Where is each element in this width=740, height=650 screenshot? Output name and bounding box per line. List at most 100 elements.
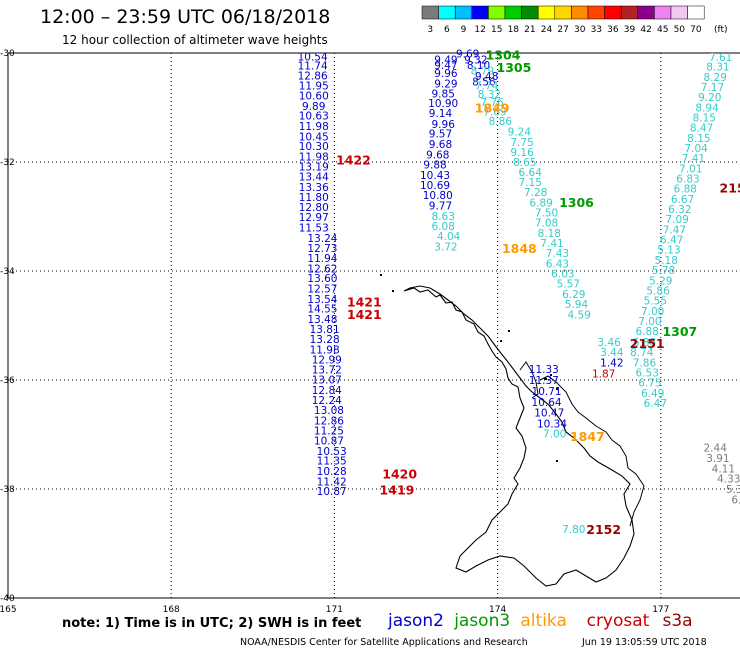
swh-value-label: 9.47 [434, 60, 457, 72]
legend-swatch [620, 5, 639, 20]
swh-value-label: 9.96 [434, 68, 458, 80]
swh-value-label: 3.46 [597, 337, 621, 349]
swh-value-label: 11.25 [314, 426, 344, 438]
swh-value-label: 4.59 [568, 310, 591, 322]
swh-value-label: 2.44 [704, 443, 728, 455]
swh-value-label: 7.43 [546, 248, 569, 260]
swh-value-label: 8.31 [706, 62, 729, 74]
swh-value-label: 5.29 [649, 275, 672, 287]
satellite-label: s3a [663, 611, 693, 631]
swh-value-label: 6.03 [551, 269, 574, 281]
legend-label: 36 [607, 25, 619, 35]
swh-value-label: 6.88 [636, 326, 659, 338]
chart-title: 12:00 – 23:59 UTC 06/18/2018 [40, 6, 331, 28]
swh-value-label: 7.41 [682, 153, 705, 165]
swh-value-label: 8.47 [690, 123, 713, 135]
legend-unit: (ft) [714, 25, 728, 35]
legend-swatch [537, 5, 556, 20]
swh-value-label: 8.56 [472, 76, 496, 88]
swh-value-label: 6.32 [668, 204, 691, 216]
swh-value-label: 6.1 [731, 494, 740, 506]
swh-value-label: 13.48 [307, 314, 337, 326]
pass-time-label: 1847 [570, 429, 605, 444]
swh-value-label: 9.16 [510, 147, 534, 159]
pass-time-label: 2151 [630, 336, 665, 351]
swh-value-label: 9.48 [475, 71, 498, 83]
swh-value-label: 5.94 [565, 299, 589, 311]
swh-value-label: 6.75 [638, 378, 661, 390]
satellite-legend: jason2 jason3 altika cryosat s3a [387, 611, 693, 631]
satellite-label: cryosat [587, 611, 650, 631]
swh-value-label: 10.45 [299, 131, 329, 143]
swh-value-label: 8.63 [432, 211, 455, 223]
legend-label: 6 [444, 25, 450, 35]
swh-value-label: 10.53 [317, 446, 347, 458]
pass-time-label: 1305 [497, 60, 532, 75]
y-tick-label: -34 [0, 267, 15, 277]
swh-value-label: 12.57 [307, 283, 337, 295]
legend-label: 12 [474, 25, 485, 35]
swh-value-label: 9.96 [432, 119, 456, 131]
swh-value-label: 8.86 [489, 116, 513, 128]
swh-value-label: 1.87 [592, 368, 615, 380]
swh-value-label: 7.00 [638, 316, 661, 328]
pass-time-label: 1306 [559, 195, 594, 210]
swh-value-label: 13.24 [307, 233, 337, 245]
swh-value-label: 9.77 [429, 201, 452, 213]
y-tick-label: -30 [0, 49, 15, 59]
swh-value-label: 7.80 [562, 524, 585, 536]
swh-value-label: 4.04 [437, 231, 461, 243]
swh-value-label: 8.15 [687, 133, 710, 145]
pass-time-label: 2152 [586, 522, 621, 537]
swh-value-label: 10.64 [532, 397, 562, 409]
swh-value-label: 5.86 [646, 286, 670, 298]
swh-value-label: 7.28 [524, 187, 547, 199]
swh-value-label: 6.67 [671, 194, 694, 206]
swh-value-label: 11.37 [529, 375, 559, 387]
pass-time-label: 1304 [486, 48, 521, 63]
x-tick-label: 174 [489, 605, 506, 615]
legend-swatch [471, 5, 489, 20]
legend-label: 42 [640, 25, 651, 35]
swh-value-label: 3.91 [706, 453, 729, 465]
swh-value-label: 10.69 [420, 180, 450, 192]
swh-value-label: 10.34 [537, 419, 567, 431]
swh-value-label: 6.29 [562, 289, 585, 301]
swh-value-label: 8.94 [695, 103, 719, 115]
legend-swatch [454, 5, 473, 20]
legend-label: 39 [624, 25, 636, 35]
swh-value-label: 13.81 [310, 324, 340, 336]
swh-value-label: 11.42 [317, 476, 347, 488]
swh-value-label: 3.72 [434, 241, 457, 253]
legend-label: 3 [427, 25, 433, 35]
swh-value-label: 7.01 [679, 164, 702, 176]
swh-value-label: 8.65 [513, 157, 536, 169]
swh-value-label: 9.68 [429, 139, 452, 151]
pass-time-label: 1307 [662, 324, 697, 339]
satellite-label: jason3 [453, 611, 510, 631]
coastline-coromandel [519, 361, 539, 399]
legend-swatch [488, 5, 506, 20]
swh-value-label: 8.10 [467, 60, 490, 72]
swh-value-label: 7.08 [535, 217, 558, 229]
legend-swatch [504, 5, 522, 20]
legend-label: 18 [508, 25, 520, 35]
coastline-north-island [403, 285, 635, 587]
satellite-label: altika [520, 611, 567, 631]
swh-value-label: 7.50 [535, 208, 558, 220]
swh-value-label: 5.18 [655, 255, 678, 267]
swh-value-label: 12.24 [312, 395, 342, 407]
swh-value-label: 13.36 [299, 182, 329, 194]
legend-label: 70 [690, 25, 702, 35]
swh-value-label: 10.47 [534, 408, 564, 420]
legend-swatch [421, 5, 439, 20]
legend-label: 9 [461, 25, 467, 35]
swh-value-label: 12.86 [314, 415, 344, 427]
pass-time-label: 1421 [347, 307, 382, 322]
swh-value-label: 12.84 [312, 385, 342, 397]
coastline-bay-of-plenty [539, 375, 629, 469]
swh-value-label: 7.76 [480, 97, 504, 109]
swh-value-label: 13.07 [312, 374, 342, 386]
